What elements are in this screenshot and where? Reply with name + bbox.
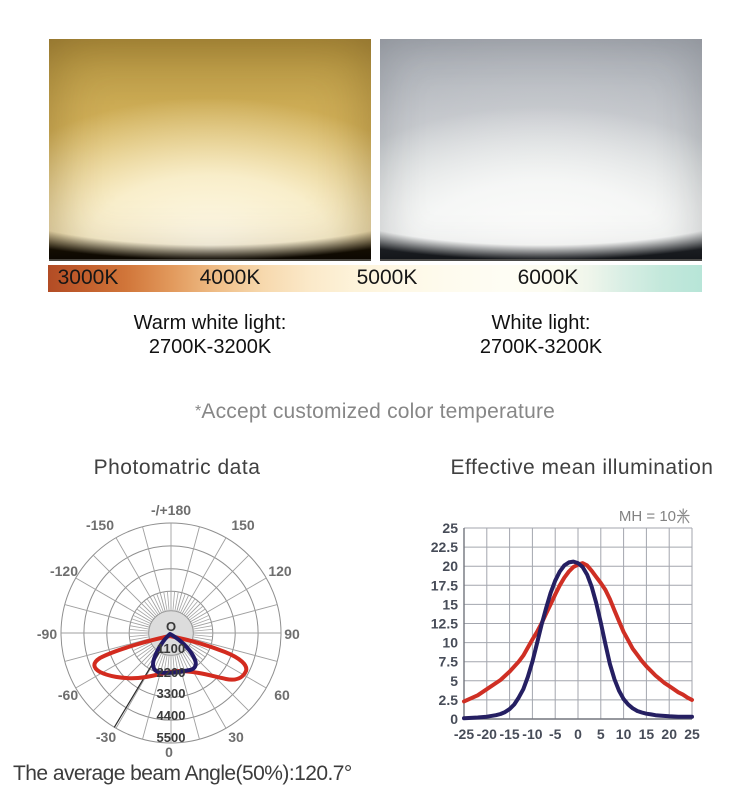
- svg-text:5: 5: [597, 726, 605, 742]
- svg-text:0: 0: [574, 726, 582, 742]
- svg-text:-10: -10: [522, 726, 542, 742]
- svg-text:-60: -60: [58, 687, 78, 703]
- svg-text:12.5: 12.5: [431, 616, 458, 632]
- svg-text:0: 0: [165, 744, 173, 760]
- svg-text:120: 120: [268, 563, 292, 579]
- svg-text:4400: 4400: [157, 708, 186, 723]
- svg-text:60: 60: [274, 687, 290, 703]
- svg-text:3300: 3300: [157, 686, 186, 701]
- svg-text:5: 5: [450, 673, 458, 689]
- svg-text:-90: -90: [37, 626, 57, 642]
- svg-text:20: 20: [442, 558, 458, 574]
- svg-text:MH = 10: MH = 10: [619, 508, 676, 525]
- svg-text:25: 25: [684, 726, 700, 742]
- svg-text:-20: -20: [477, 726, 497, 742]
- svg-text:17.5: 17.5: [431, 577, 458, 593]
- svg-text:10: 10: [442, 635, 458, 651]
- svg-text:0: 0: [450, 711, 458, 727]
- svg-text:90: 90: [284, 626, 300, 642]
- svg-text:O: O: [166, 619, 176, 634]
- svg-text:2200: 2200: [157, 665, 186, 680]
- svg-text:-30: -30: [96, 729, 116, 745]
- svg-text:2.5: 2.5: [439, 692, 459, 708]
- svg-text:-/+180: -/+180: [151, 502, 191, 518]
- svg-text:5500: 5500: [157, 730, 186, 745]
- svg-text:-25: -25: [454, 726, 474, 742]
- svg-text:150: 150: [231, 517, 255, 533]
- svg-text:20: 20: [661, 726, 677, 742]
- svg-text:25: 25: [442, 520, 458, 536]
- svg-text:7.5: 7.5: [439, 654, 459, 670]
- svg-text:15: 15: [442, 596, 458, 612]
- svg-text:30: 30: [228, 729, 244, 745]
- svg-text:10: 10: [616, 726, 632, 742]
- svg-text:15: 15: [639, 726, 655, 742]
- svg-text:-15: -15: [499, 726, 519, 742]
- svg-text:-5: -5: [549, 726, 562, 742]
- svg-text:-150: -150: [86, 517, 114, 533]
- svg-text:1100: 1100: [157, 641, 185, 656]
- svg-text:22.5: 22.5: [431, 539, 458, 555]
- svg-text:-120: -120: [50, 563, 78, 579]
